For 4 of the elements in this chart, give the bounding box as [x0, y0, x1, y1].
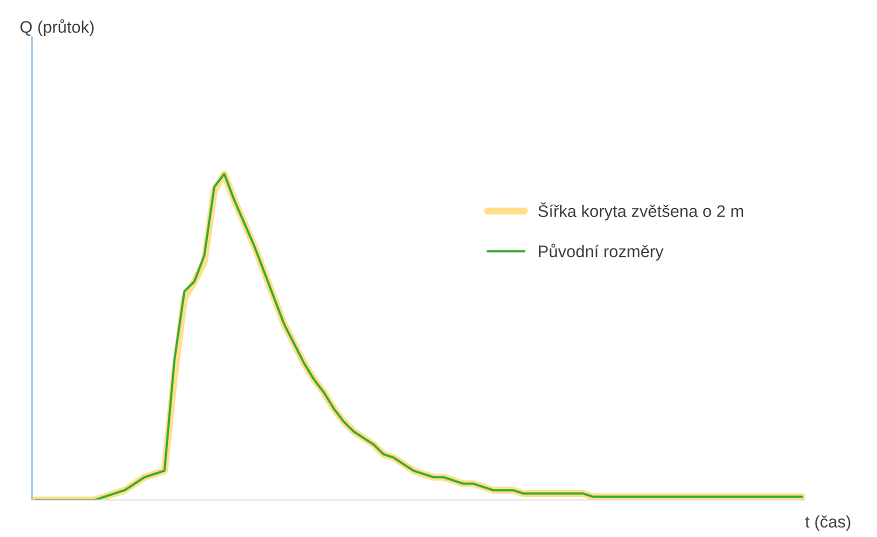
legend-label: Šířka koryta zvětšena o 2 m [538, 202, 744, 220]
text: Q (průtok) [20, 19, 94, 36]
x-axis-title: t (čas) [805, 515, 850, 531]
legend-label: Původní rozměry [538, 244, 664, 261]
